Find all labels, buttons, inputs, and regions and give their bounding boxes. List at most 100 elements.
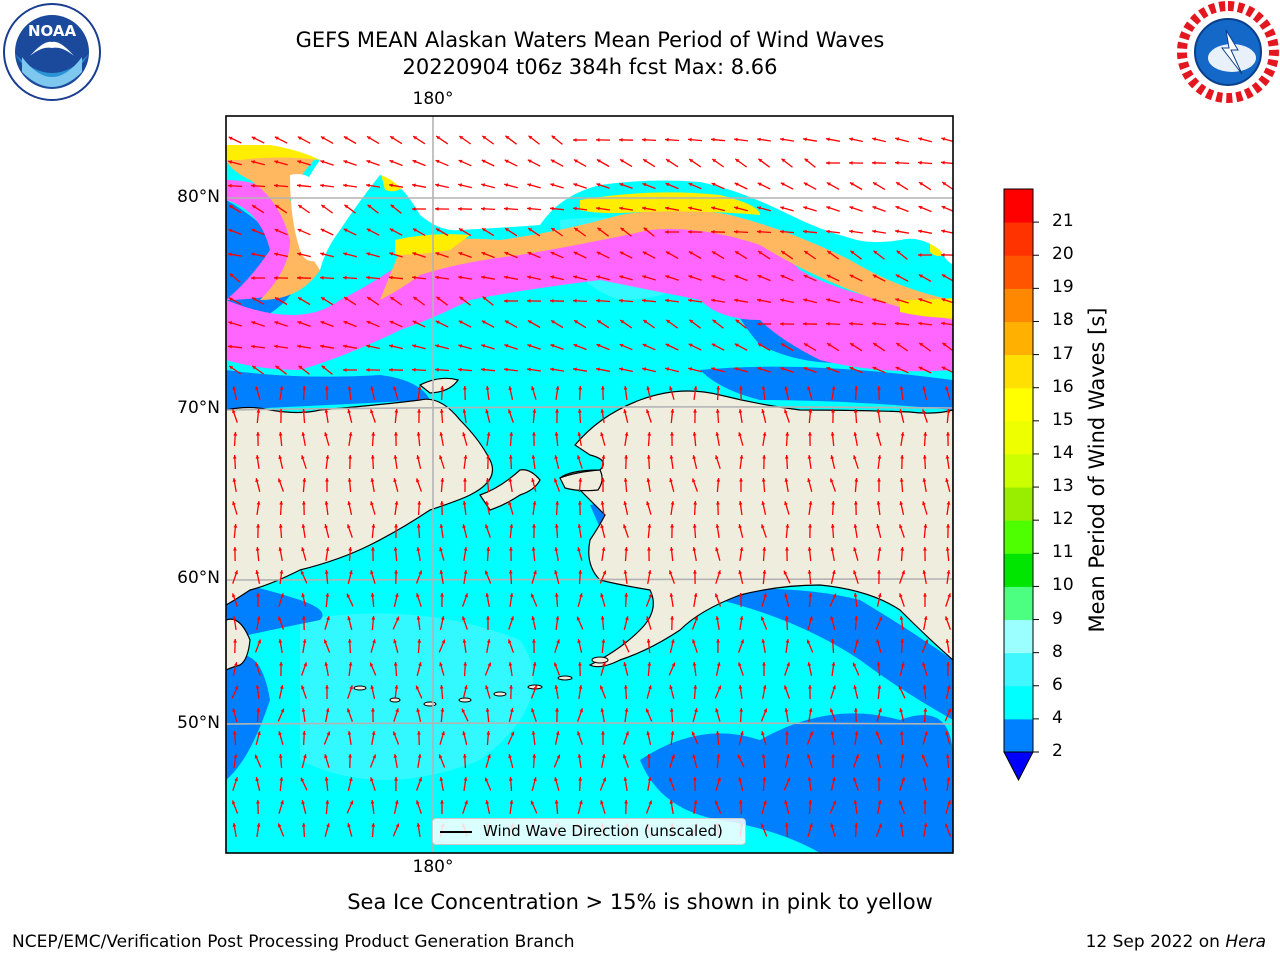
wind-wave-arrowhead (850, 250, 855, 255)
wind-wave-arrowhead (486, 432, 491, 436)
wind-wave-arrowhead (395, 823, 400, 828)
wind-wave-arrowhead (689, 319, 694, 324)
wind-wave-arrowhead (370, 478, 375, 482)
colorbar-segment (1004, 288, 1033, 322)
wind-wave-arrowhead (301, 685, 305, 690)
wind-wave-arrowhead (941, 274, 946, 278)
wind-wave-arrowhead (462, 501, 467, 505)
wind-wave-arrowhead (693, 685, 698, 689)
wind-wave-arrowhead (739, 478, 743, 482)
wind-wave-arrowhead (303, 662, 307, 667)
wind-wave-arrowhead (463, 570, 468, 574)
wind-wave-arrowhead (830, 639, 835, 643)
wind-wave-arrowhead (761, 731, 765, 736)
wind-wave-arrowhead (325, 685, 329, 689)
wind-wave-arrowhead (946, 432, 950, 436)
wind-wave-arrowhead (554, 547, 559, 551)
wind-wave-arrowhead (343, 344, 347, 349)
wind-wave-arrowhead (918, 298, 923, 302)
wind-wave-arrowhead (577, 731, 581, 736)
wind-wave-arrowhead (922, 777, 927, 781)
wind-wave-arrowhead (688, 230, 692, 234)
lon-label-bottom: 180° (412, 857, 454, 877)
wind-wave-arrowhead (348, 662, 353, 666)
wind-wave-arrowhead (711, 367, 716, 371)
wind-wave-arrowhead (807, 478, 811, 483)
wind-wave-arrowhead (738, 662, 742, 667)
wind-wave-arrowhead (803, 229, 807, 234)
wind-wave-arrowhead (228, 183, 232, 188)
wind-wave-arrowhead (233, 754, 238, 758)
wind-wave-arrowhead (531, 386, 535, 391)
wind-wave-arrowhead (527, 206, 531, 211)
wind-wave-arrowhead (804, 158, 809, 163)
wind-wave-arrowhead (251, 160, 256, 164)
colorbar-tick-label: 2 (1052, 741, 1063, 761)
wind-wave-arrowhead (600, 524, 604, 529)
wind-wave-arrowhead (228, 321, 233, 325)
wind-wave-arrowhead (320, 275, 324, 280)
wind-wave-arrowhead (554, 662, 558, 667)
wind-wave-arrowhead (416, 432, 421, 436)
wind-wave-arrowhead (440, 708, 445, 712)
wind-wave-arrowhead (439, 432, 444, 436)
wind-wave-arrowhead (370, 501, 374, 506)
wind-wave-arrowhead (255, 662, 259, 667)
wind-wave-arrowhead (463, 777, 468, 781)
colorbar-tick-label: 12 (1052, 509, 1074, 530)
wind-wave-arrowhead (532, 501, 537, 505)
wind-wave-arrowhead (785, 524, 790, 528)
wind-wave-arrowhead (734, 229, 738, 234)
wind-wave-arrowhead (532, 524, 536, 528)
wind-wave-arrowhead (573, 344, 578, 348)
wind-wave-arrowhead (578, 777, 583, 781)
ocean-light-patch (300, 613, 534, 780)
wind-wave-arrowhead (393, 455, 398, 459)
wind-wave-arrowhead (234, 777, 238, 782)
wind-wave-arrowhead (716, 754, 721, 758)
wind-wave-arrowhead (919, 182, 924, 186)
wind-wave-arrowhead (232, 593, 236, 598)
wind-wave-arrowhead (509, 432, 514, 436)
wind-wave-arrowhead (666, 159, 671, 163)
wind-wave-arrowhead (896, 250, 901, 255)
wind-wave-arrowhead (688, 275, 693, 279)
wind-wave-arrowhead (711, 275, 716, 279)
wind-wave-arrowhead (508, 777, 513, 781)
wind-wave-arrowhead (711, 206, 715, 211)
wind-wave-arrowhead (508, 639, 512, 644)
wind-wave-arrowhead (693, 409, 697, 413)
wind-wave-arrowhead (371, 823, 376, 827)
wind-wave-arrowhead (623, 777, 628, 781)
wind-wave-arrowhead (484, 777, 489, 782)
wind-wave-arrowhead (485, 685, 489, 690)
wind-wave-arrowhead (734, 367, 739, 371)
wind-wave-arrowhead (739, 593, 743, 597)
wind-wave-arrowhead (899, 616, 904, 620)
wind-wave-arrowhead (300, 777, 305, 782)
wind-wave-arrowhead (343, 368, 347, 372)
wind-wave-arrowhead (303, 754, 307, 759)
wind-wave-arrowhead (274, 183, 278, 188)
wind-wave-arrowhead (533, 777, 537, 782)
wind-wave-arrowhead (716, 662, 721, 666)
wind-wave-arrowhead (691, 731, 696, 736)
wind-wave-arrowhead (757, 229, 761, 234)
wind-wave-arrowhead (461, 708, 466, 713)
wind-wave-arrowhead (923, 432, 928, 436)
wind-wave-arrowhead (481, 344, 486, 348)
wind-wave-arrowhead (555, 708, 559, 712)
wind-wave-arrowhead (556, 639, 560, 644)
wind-wave-arrowhead (945, 731, 949, 736)
wind-wave-arrowhead (921, 754, 926, 759)
wind-wave-arrowhead (849, 206, 854, 210)
wind-wave-arrowhead (854, 616, 859, 620)
wind-wave-arrowhead (619, 343, 624, 348)
wind-wave-arrowhead (462, 524, 466, 529)
colorbar-tick-label: 15 (1052, 409, 1074, 430)
wind-wave-arrowhead (302, 639, 307, 643)
wind-wave-arrowhead (762, 685, 767, 689)
wind-wave-arrowhead (945, 639, 950, 643)
wind-wave-arrowhead (830, 708, 834, 713)
wind-wave-arrowhead (899, 731, 904, 735)
